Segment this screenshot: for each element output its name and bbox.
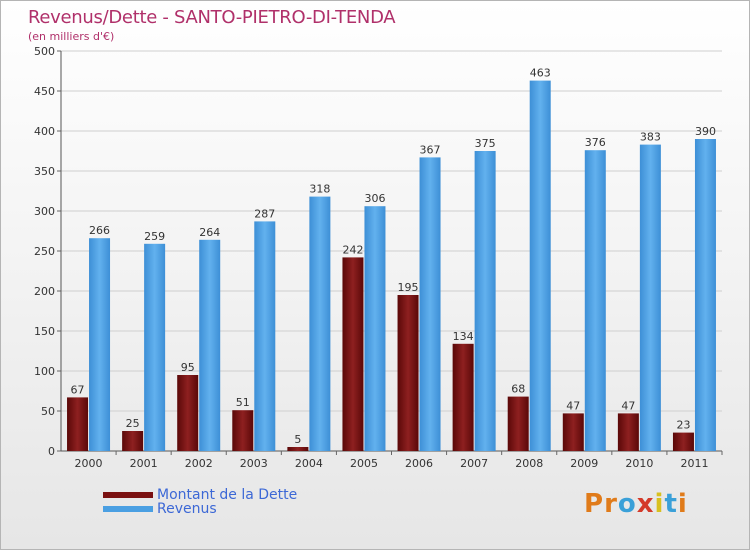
data-label-dette: 51 [236,396,250,409]
data-label-dette: 195 [398,281,419,294]
x-tick-label: 2002 [185,457,213,470]
bar-dette [452,343,474,451]
y-tick-label: 500 [34,45,55,58]
bar-dette [342,257,364,451]
y-tick-label: 400 [34,125,55,138]
data-label-revenus: 383 [640,131,661,144]
bar-revenus [474,151,496,451]
data-label-dette: 5 [294,433,301,446]
bar-dette [507,396,529,451]
data-label-revenus: 266 [89,224,110,237]
data-label-dette: 68 [511,383,525,396]
bar-dette [672,432,694,451]
data-label-dette: 47 [566,399,580,412]
x-tick-label: 2009 [570,457,598,470]
legend-swatch-dette [103,492,153,498]
bar-dette [232,410,254,451]
proxiti-logo: Proxiti [584,489,688,519]
data-label-dette: 47 [621,399,635,412]
bar-revenus [364,206,386,451]
x-tick-label: 2006 [405,457,433,470]
x-tick-label: 2011 [680,457,708,470]
bar-dette [562,413,584,451]
data-label-revenus: 376 [585,136,606,149]
bar-dette [122,431,144,451]
x-tick-label: 2007 [460,457,488,470]
x-tick-label: 2003 [240,457,268,470]
bar-dette [67,397,89,451]
x-tick-label: 2004 [295,457,323,470]
legend-label-revenus: Revenus [157,501,217,517]
data-label-dette: 23 [676,419,690,432]
data-label-revenus: 463 [530,67,551,80]
legend-label-dette: Montant de la Dette [157,487,298,503]
y-tick-label: 100 [34,365,55,378]
y-tick-label: 350 [34,165,55,178]
bar-revenus [254,221,276,451]
chart-title: Revenus/Dette - SANTO-PIETRO-DI-TENDA [28,7,396,28]
bar-revenus [639,144,661,451]
y-tick-label: 200 [34,285,55,298]
bar-dette [177,375,199,451]
data-label-revenus: 306 [364,192,385,205]
x-tick-label: 2000 [75,457,103,470]
data-label-revenus: 264 [199,226,220,239]
bar-revenus [309,196,331,451]
bar-dette [617,413,639,451]
bar-revenus [529,80,551,451]
bar-dette [397,295,419,451]
y-tick-label: 300 [34,205,55,218]
data-label-revenus: 287 [254,207,275,220]
data-label-dette: 25 [126,417,140,430]
data-label-dette: 134 [453,330,474,343]
legend-item-dette: Montant de la Dette [103,487,297,503]
data-label-dette: 95 [181,361,195,374]
x-tick-label: 2010 [625,457,653,470]
legend-item-revenus: Revenus [103,501,217,517]
y-tick-label: 50 [41,405,55,418]
x-tick-label: 2005 [350,457,378,470]
x-tick-label: 2001 [130,457,158,470]
data-label-revenus: 259 [144,230,165,243]
y-tick-label: 250 [34,245,55,258]
x-tick-label: 2008 [515,457,543,470]
chart-subtitle: (en milliers d'€) [28,30,115,43]
data-label-revenus: 375 [475,137,496,150]
y-tick-label: 0 [48,445,55,458]
bar-revenus [199,239,221,451]
bar-revenus [144,243,166,451]
bar-revenus [419,157,441,451]
data-label-dette: 242 [342,243,363,256]
bar-dette [287,447,309,451]
bar-revenus [694,139,716,451]
y-tick-label: 150 [34,325,55,338]
y-tick-label: 450 [34,85,55,98]
data-label-revenus: 367 [420,143,441,156]
data-label-dette: 67 [71,383,85,396]
data-label-revenus: 390 [695,125,716,138]
data-label-revenus: 318 [309,183,330,196]
bar-revenus [89,238,111,451]
bar-revenus [584,150,606,451]
legend-swatch-revenus [103,506,153,512]
